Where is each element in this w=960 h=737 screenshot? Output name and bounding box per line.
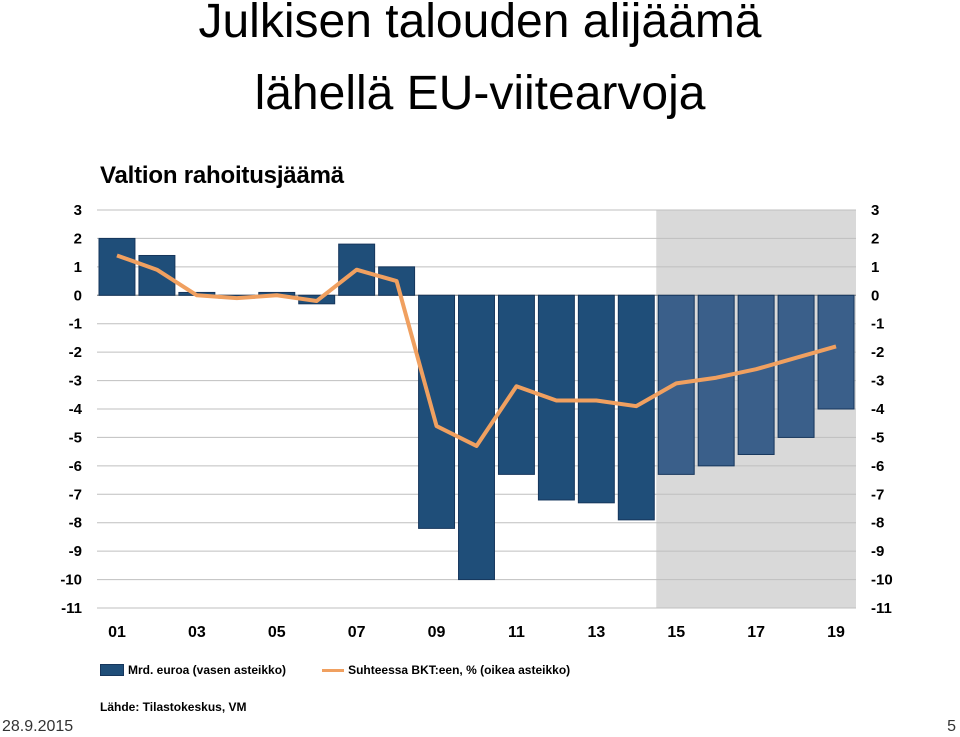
- right-axis-tick-label: -1: [871, 316, 884, 333]
- left-axis-tick-label: -11: [61, 600, 82, 617]
- x-axis-tick-label: 11: [508, 624, 525, 641]
- chart-title: Valtion rahoitusjäämä: [100, 162, 344, 189]
- chart-source: Lähde: Tilastokeskus, VM: [100, 700, 247, 714]
- x-axis-tick-label: 03: [188, 624, 206, 641]
- bar-2019: [817, 294, 855, 410]
- right-axis-tick-label: 1: [871, 259, 879, 276]
- left-axis-tick-label: -4: [69, 401, 83, 418]
- right-axis-tick-label: -9: [871, 543, 884, 560]
- bar-2010: [458, 294, 495, 581]
- legend-item-bars: Mrd. euroa (vasen asteikko): [100, 663, 286, 677]
- left-axis-tick-label: -6: [69, 458, 82, 475]
- right-axis-tick-label: 3: [871, 202, 879, 219]
- legend-swatch-bars: [100, 664, 124, 676]
- x-axis-tick-label: 05: [268, 624, 286, 641]
- right-axis-tick-label: -2: [871, 344, 884, 361]
- right-axis-tick-label: -6: [871, 458, 884, 475]
- x-axis-tick-label: 17: [747, 624, 765, 641]
- bar-2017: [737, 294, 775, 455]
- left-axis-tick-label: 0: [74, 287, 82, 304]
- right-axis-tick-label: -11: [871, 600, 892, 617]
- slide-title-line-1: Julkisen talouden alijäämä: [198, 0, 762, 48]
- left-axis-tick-label: -8: [69, 515, 82, 532]
- left-axis-tick-label: 1: [74, 259, 82, 276]
- x-axis-tick-label: 09: [428, 624, 446, 641]
- left-axis-tick-label: -10: [60, 572, 82, 589]
- right-axis-tick-label: 2: [871, 230, 879, 247]
- x-axis-tick-label: 07: [348, 624, 366, 641]
- left-axis-tick-label: 3: [74, 202, 82, 219]
- legend-label-line: Suhteessa BKT:een, % (oikea asteikko): [348, 663, 571, 677]
- bar-2018: [777, 294, 815, 438]
- x-axis-tick-label: 13: [587, 624, 605, 641]
- right-axis-tick-label: 0: [871, 287, 879, 304]
- left-axis-tick-label: -2: [69, 344, 82, 361]
- right-axis-tick-label: -5: [871, 429, 884, 446]
- legend-swatch-line: [322, 668, 345, 672]
- footer-date: 28.9.2015: [2, 718, 74, 735]
- right-axis-tick-label: -3: [871, 373, 884, 390]
- legend-item-line: Suhteessa BKT:een, % (oikea asteikko): [322, 663, 570, 677]
- chart-area: 3 2 1 0 -1 -2 -3 -4 -5 -6 -7 -8 -9 -10 -11 3 2 1 0 -1 -2 -3 -4…: [60, 202, 893, 641]
- right-axis-tick-label: -4: [871, 401, 885, 418]
- left-axis-tick-label: 2: [74, 230, 82, 247]
- bar-2009: [418, 294, 456, 529]
- x-axis-tick-label: 19: [827, 624, 845, 641]
- left-axis-tick-label: -1: [69, 316, 82, 333]
- x-axis-tick-label: 01: [108, 624, 126, 641]
- right-axis-tick-label: -7: [871, 486, 884, 503]
- right-axis-tick-label: -10: [871, 572, 893, 589]
- x-axis-tick-label: 15: [667, 624, 685, 641]
- legend-label-bars: Mrd. euroa (vasen asteikko): [128, 663, 287, 677]
- slide-title-line-2: lähellä EU-viitearvoja: [254, 67, 706, 120]
- left-axis-tick-label: -3: [69, 373, 82, 390]
- left-axis-tick-label: -7: [69, 486, 82, 503]
- right-axis-tick-label: -8: [871, 515, 884, 532]
- chart-legend: Mrd. euroa (vasen asteikko) Suhteessa BK…: [100, 663, 606, 677]
- page-number: 5: [947, 718, 956, 735]
- bar-2001: [98, 237, 136, 296]
- left-axis-tick-label: -9: [69, 543, 82, 560]
- left-axis-tick-label: -5: [69, 429, 82, 446]
- bar-2014: [617, 294, 655, 521]
